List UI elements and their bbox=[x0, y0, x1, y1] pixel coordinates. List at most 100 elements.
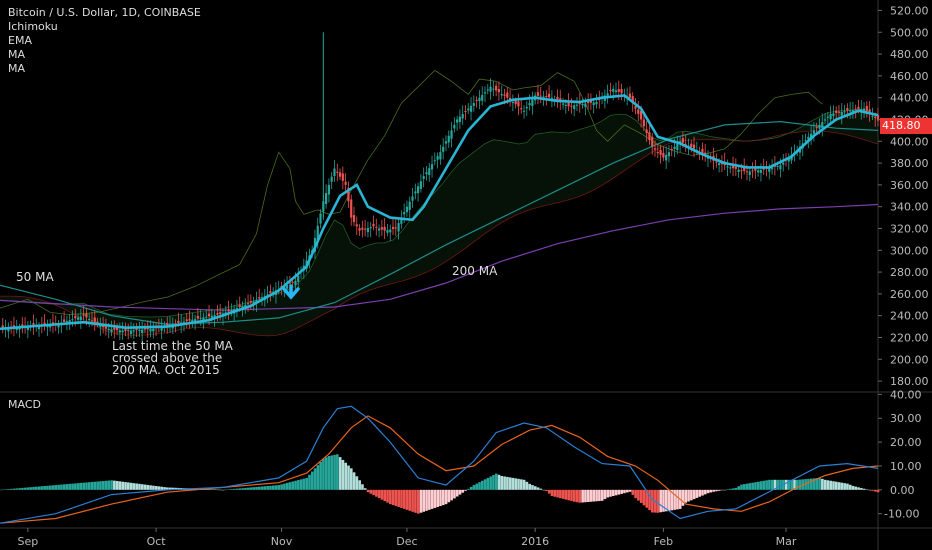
macd-axis-label: 40.00 bbox=[890, 388, 922, 401]
ichimoku-span-a bbox=[0, 109, 879, 318]
macd-histogram-bar bbox=[433, 489, 437, 508]
candle-body bbox=[456, 119, 459, 123]
candle-body bbox=[734, 166, 737, 169]
macd-histogram-bar bbox=[419, 489, 423, 513]
macd-histogram-bar bbox=[494, 473, 498, 490]
candle-body bbox=[595, 102, 598, 105]
macd-histogram-bar bbox=[600, 489, 604, 501]
macd-histogram-bar bbox=[74, 483, 77, 490]
macd-histogram-bar bbox=[336, 454, 339, 490]
macd-histogram-bar bbox=[589, 489, 593, 502]
candle-body bbox=[645, 129, 648, 134]
macd-histogram-bar bbox=[684, 489, 688, 503]
candle-body bbox=[152, 328, 155, 332]
candle-body bbox=[837, 111, 841, 113]
macd-histogram-bar bbox=[773, 479, 777, 490]
price-axis-label: 500.00 bbox=[890, 26, 929, 39]
time-axis-label: Oct bbox=[147, 535, 167, 548]
candle-body bbox=[536, 92, 540, 96]
macd-histogram-bar bbox=[762, 480, 766, 490]
macd-histogram-bar bbox=[21, 487, 24, 490]
macd-histogram-bar bbox=[670, 489, 674, 511]
macd-histogram-bar bbox=[740, 484, 743, 490]
macd-histogram-bar bbox=[717, 489, 721, 491]
macd-histogram-bar bbox=[274, 485, 278, 490]
macd-histogram-bar bbox=[1, 489, 5, 491]
candle-body bbox=[21, 324, 24, 328]
candle-body bbox=[375, 226, 378, 228]
macd-histogram-bar bbox=[731, 488, 735, 490]
macd-axis-label: -10.00 bbox=[884, 508, 919, 521]
candle-body bbox=[547, 93, 551, 98]
candle-body bbox=[550, 97, 553, 99]
candle-body bbox=[467, 108, 470, 111]
candle-body bbox=[609, 90, 612, 92]
macd-pane-label[interactable]: MACD bbox=[8, 398, 41, 411]
macd-histogram-bar bbox=[291, 481, 295, 490]
candle-body bbox=[110, 329, 113, 333]
candle-body bbox=[344, 181, 347, 185]
candle-body bbox=[450, 130, 453, 139]
candle-body bbox=[690, 143, 693, 148]
legend-indicator-ema[interactable]: EMA bbox=[8, 34, 32, 47]
candle-body bbox=[88, 318, 91, 321]
macd-histogram-bar bbox=[556, 489, 559, 498]
macd-histogram-bar bbox=[350, 468, 353, 490]
legend-indicator-ma-1[interactable]: MA bbox=[8, 48, 26, 61]
macd-histogram-bar bbox=[458, 489, 462, 495]
macd-histogram-bar bbox=[166, 487, 169, 490]
macd-histogram-bar bbox=[846, 483, 849, 490]
macd-histogram-bar bbox=[127, 482, 130, 490]
macd-histogram-bar bbox=[244, 487, 247, 490]
macd-histogram-bar bbox=[96, 481, 99, 490]
macd-histogram-bar bbox=[377, 489, 381, 499]
macd-histogram-bar bbox=[4, 489, 7, 490]
macd-histogram-bar bbox=[598, 489, 601, 502]
candle-body bbox=[210, 315, 213, 318]
macd-histogram-bar bbox=[559, 489, 562, 499]
candle-body bbox=[567, 101, 570, 107]
candle-body bbox=[506, 92, 509, 98]
macd-histogram-bar bbox=[520, 479, 523, 490]
time-axis-label: Dec bbox=[396, 535, 417, 548]
last-price-tag: 418.80 bbox=[880, 118, 932, 134]
time-axis-label: 2016 bbox=[521, 535, 549, 548]
macd-histogram-bar bbox=[595, 489, 598, 502]
candle-body bbox=[731, 164, 735, 169]
macd-histogram-bar bbox=[481, 480, 484, 490]
macd-histogram-bar bbox=[572, 489, 576, 502]
macd-histogram-bar bbox=[790, 479, 793, 490]
macd-histogram-bar bbox=[271, 485, 275, 490]
macd-histogram-bar bbox=[138, 483, 141, 490]
macd-histogram-bar bbox=[132, 483, 136, 490]
candle-body bbox=[294, 280, 297, 286]
candle-body bbox=[556, 96, 559, 101]
macd-histogram-bar bbox=[834, 481, 838, 490]
legend-indicator-ichimoku[interactable]: Ichimoku bbox=[8, 20, 58, 33]
candle-body bbox=[514, 100, 517, 105]
price-axis-label: 220.00 bbox=[890, 331, 929, 344]
macd-histogram-bar bbox=[843, 483, 846, 490]
candle-body bbox=[26, 326, 29, 330]
legend-indicator-ma-2[interactable]: MA bbox=[8, 62, 26, 75]
candle-body bbox=[573, 105, 576, 110]
candle-body bbox=[258, 297, 261, 299]
candle-body bbox=[230, 310, 233, 312]
candle-body bbox=[706, 157, 710, 159]
macd-histogram-bar bbox=[308, 474, 311, 490]
candle-body bbox=[260, 297, 264, 299]
candle-body bbox=[570, 105, 573, 107]
macd-histogram-bar bbox=[550, 489, 554, 497]
macd-histogram-bar bbox=[469, 486, 473, 490]
macd-histogram-bar bbox=[213, 489, 217, 490]
chart-legend: Bitcoin / U.S. Dollar, 1D, COINBASE Ichi… bbox=[8, 6, 201, 76]
candle-body bbox=[74, 316, 77, 319]
macd-histogram-bar bbox=[486, 477, 490, 490]
macd-histogram-bar bbox=[266, 486, 269, 490]
macd-histogram-bar bbox=[344, 462, 348, 490]
macd-histogram-bar bbox=[216, 489, 219, 491]
ichimoku-span-b bbox=[0, 130, 879, 337]
ema-line bbox=[0, 94, 879, 331]
macd-histogram-bar bbox=[330, 455, 334, 490]
